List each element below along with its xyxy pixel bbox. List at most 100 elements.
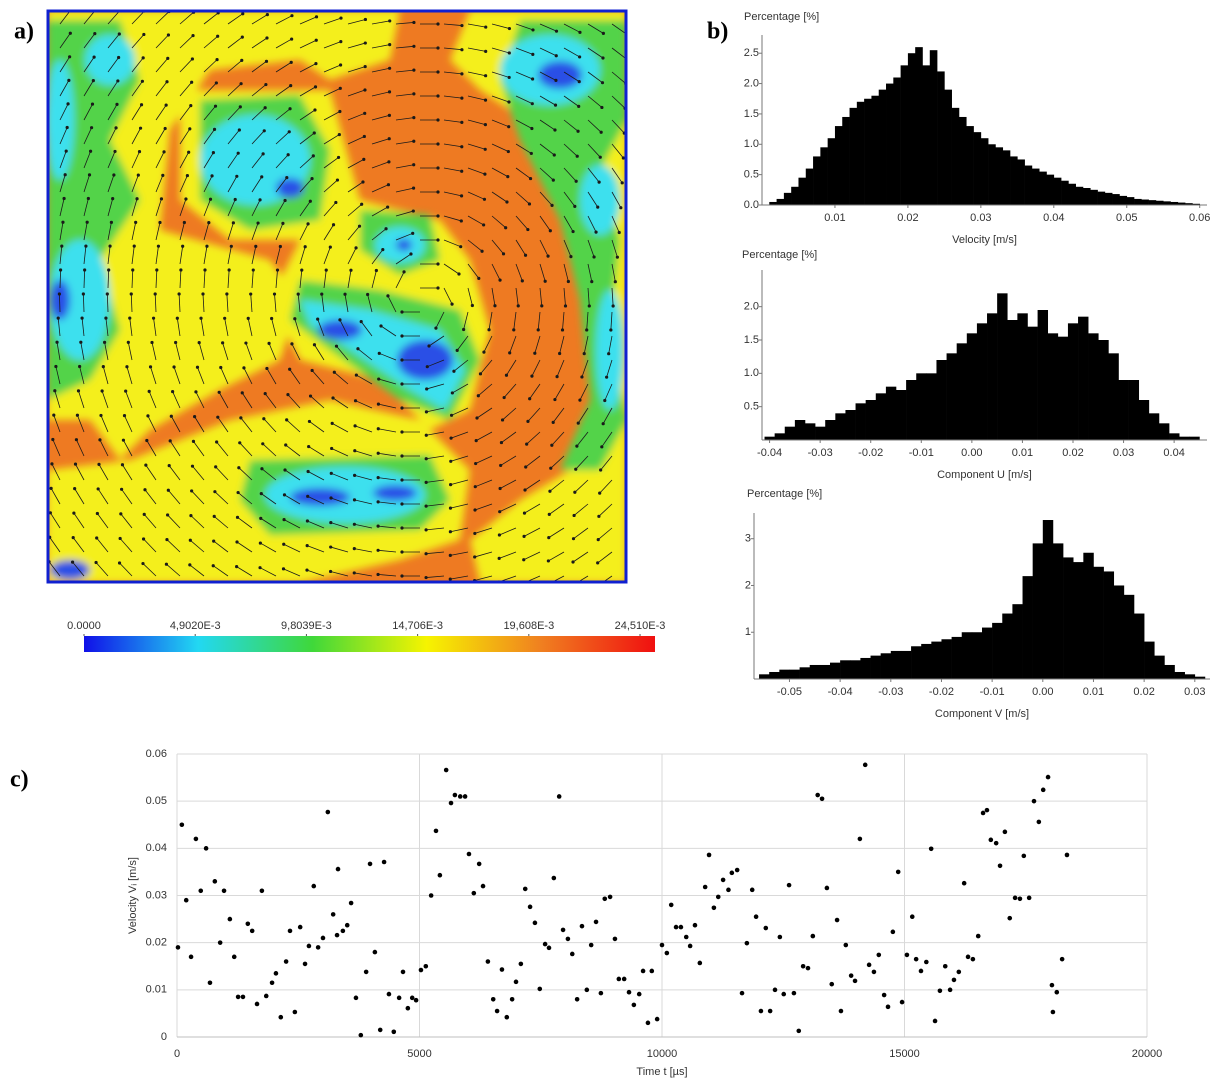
arrow-head [65,125,69,130]
arrow-head [329,496,333,500]
contour-region [596,290,624,410]
arrow-head [153,292,157,296]
data-point [367,861,373,867]
arrow-head [264,59,269,63]
arrow-head [262,417,266,421]
arrow-head [79,340,83,344]
arrow-head [305,519,310,523]
vector-arrow [478,383,493,397]
data-point [443,767,449,773]
vector-arrow [237,492,253,505]
arrow-head [84,244,88,248]
vector-arrow [100,415,109,433]
arrow-head [189,104,193,108]
data-point [791,990,797,996]
vector-arrow [467,167,486,175]
panel-label: c) [10,767,29,793]
arrow-head [139,103,144,107]
data-point [715,894,721,900]
arrow-head [505,200,509,204]
arrow-head [551,420,555,424]
arrow-head [543,279,547,283]
vector-arrow [83,33,96,49]
arrow-head [448,506,453,510]
arrow-head [374,268,378,273]
vector-arrow [587,215,597,233]
vector-arrow [476,431,493,441]
data-point [659,942,665,948]
vector-arrow [587,95,603,108]
arrow-head [329,545,333,549]
data-point [579,923,585,929]
vector-arrow [203,199,211,217]
data-point [574,996,580,1002]
data-point [631,1002,637,1008]
histogram-bar [961,632,973,679]
vector-arrow [192,465,205,481]
arrow-head [611,304,615,308]
vector-arrow [197,367,205,385]
arrow-head [324,268,328,272]
vector-arrow [491,167,508,177]
arrow-head [212,127,217,132]
vector-arrow [323,179,338,193]
vector-arrow [354,450,373,457]
vector-arrow [426,479,445,483]
vector-arrow [443,119,462,123]
data-point [560,927,566,933]
vector-arrow [556,359,565,377]
vector-arrow [611,95,626,109]
arrow-head [558,351,562,356]
data-point [457,794,463,799]
data-point [928,846,934,852]
vector-arrow [323,111,341,121]
arrow-head [330,446,334,451]
arrow-head [187,150,191,154]
data-point [1026,895,1032,901]
vector-arrow [179,198,187,217]
vector-arrow [575,455,589,470]
vector-arrow [539,167,554,181]
vector-arrow [107,198,114,217]
data-point [372,949,378,955]
vector-arrow [371,20,390,25]
histogram-bar [973,132,982,205]
arrow-head [99,413,103,418]
data-point [193,836,199,842]
arrow-head [388,19,392,23]
vector-arrow [323,64,341,73]
histogram-bar [988,144,996,205]
arrow-head [239,416,243,420]
arrow-head [400,502,404,506]
arrow-head [597,180,601,184]
arrow-head [275,268,280,272]
contour-region [538,61,582,89]
vector-arrow [250,294,253,313]
vector-arrow [251,84,267,97]
arrow-head [158,220,162,225]
x-axis-label: Component U [m/s] [937,469,1032,481]
vector-arrow [237,517,253,529]
vector-arrow [467,71,486,77]
arrow-head [400,478,404,482]
arrow-head [111,197,115,201]
arrow-head [125,365,129,369]
histogram-bar [992,622,1003,679]
arrow-head [522,534,526,538]
arrow-head [613,280,617,284]
vector-arrow [513,311,517,330]
arrow-head [353,399,358,403]
arrow-head [554,54,558,58]
vector-arrow [215,466,229,481]
data-point [340,928,346,934]
arrow-head [424,410,429,414]
x-tick-label: 0.01 [1083,686,1104,698]
histogram-bar [1047,333,1059,440]
vector-arrow [287,394,301,409]
vector-arrow [515,287,519,306]
vector-arrow [395,22,414,25]
vector-arrow [608,335,613,354]
contour-region [396,239,412,251]
vector-arrow [189,564,205,577]
arrow-head [434,326,438,330]
